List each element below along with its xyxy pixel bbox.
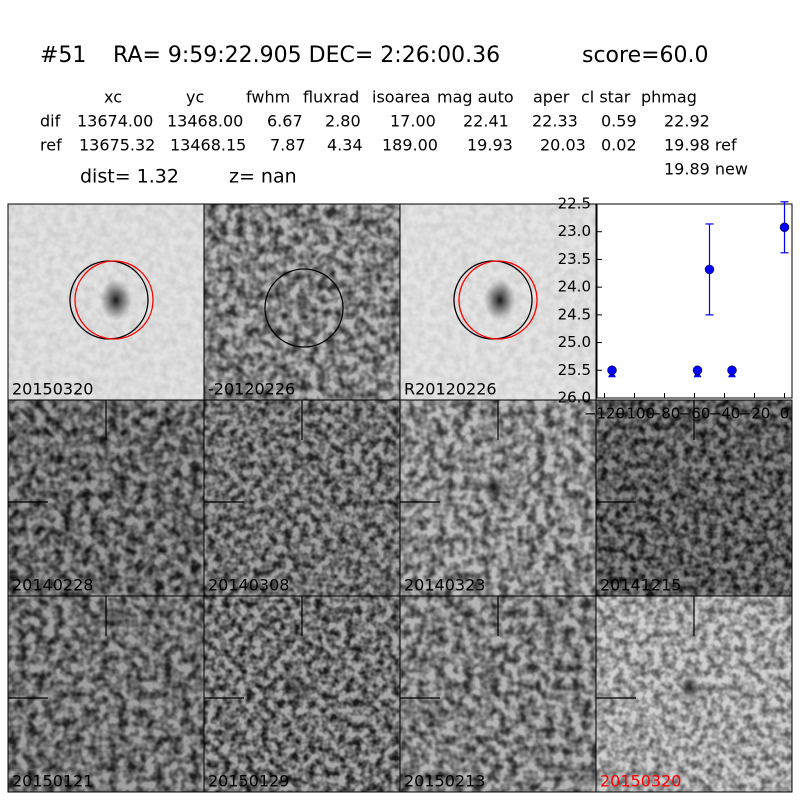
redshift: z= nan [229,166,297,188]
data-point [727,365,737,376]
x-tick-label: −120 [584,405,625,423]
column-header: phmag [641,88,697,107]
column-header: cl star [581,88,631,107]
y-tick-label: 24.5 [558,305,591,323]
column-header: fluxrad [303,88,359,107]
table-cell: 22.41 [463,112,509,131]
stamp: 20150320 [595,595,793,793]
stamp-label: 20150121 [12,772,93,791]
table-cell: 22.33 [532,112,578,131]
reference-circle [458,260,538,340]
source-blob [291,292,309,316]
stamp: 20150121 [7,595,205,793]
source-blob [679,673,701,703]
source-blob [482,663,502,689]
table-cell: 13675.32 [79,136,155,155]
stamp: 20150129 [203,595,401,793]
y-tick-label: 24.0 [558,278,591,296]
stamp: 20150320 [7,203,205,401]
x-tick-label: −80 [649,405,681,423]
table-cell: 22.92 [664,112,710,131]
data-point [692,365,703,376]
stamps: 20150320 -20120226 R20120226 20140228 201403… [7,203,793,793]
column-header: fwhm [246,88,290,107]
table-cell: ref [40,136,62,155]
stamp-label: 20150129 [208,772,289,791]
table-cell: 13674.00 [77,112,153,131]
table-cell: 0.02 [601,136,637,155]
stamp: 20140323 [399,399,597,597]
stamp: 20140308 [203,399,401,597]
table-cell: 0.59 [601,112,637,131]
source-blob [482,472,506,504]
column-header: yc [186,88,204,107]
data-point [779,222,790,233]
data-point [607,365,617,376]
score: score=60.0 [582,43,709,68]
y-tick-label: 22.5 [558,195,591,213]
stamp: 20140228 [7,399,205,597]
table-extra: 19.89 new [664,160,748,179]
stamp-label: 20140323 [404,576,485,595]
stamp-label: 20150320 [12,380,93,399]
plot-area [596,203,793,399]
table-cell: 13468.15 [170,136,246,155]
source-blob [100,279,132,321]
y-tick-label: 26.0 [558,389,591,407]
table-cell: 6.67 [267,112,303,131]
stamp-label: R20120226 [404,380,497,399]
table-cell: 19.98 ref [664,136,737,155]
table-cell: 20.03 [540,136,586,155]
column-header: isoarea [372,88,430,107]
stamp-label: -20120226 [208,380,295,399]
source-blob [282,669,310,707]
x-tick-label: −100 [614,405,655,423]
y-tick-label: 25.5 [558,361,591,379]
table-cell: 19.93 [467,136,513,155]
data-point [704,264,715,275]
stamp: 20141215 [595,399,793,597]
y-tick-label: 23.5 [558,250,591,268]
table-cell: 13468.00 [167,112,243,131]
column-header: aper [533,88,570,107]
stamp: R20120226 [399,203,597,401]
y-tick-label: 25.0 [558,333,591,351]
table-cell: 189.00 [382,136,438,155]
stamp: 20150213 [399,595,597,793]
stamp-label: 20141215 [600,576,681,595]
object-id: #51 [40,43,86,68]
column-header: xc [104,88,122,107]
aperture-circle [264,268,344,348]
distance: dist= 1.32 [80,166,179,188]
source-blob [484,279,516,321]
x-tick-label: 0 [780,405,790,423]
header: #51 RA= 9:59:22.905 DEC= 2:26:00.36 scor… [40,43,748,188]
light-curve: 22.5 23.0 23.5 24.0 24.5 25.0 25.5 26.0−120−100… [558,195,793,423]
coordinates: RA= 9:59:22.905 DEC= 2:26:00.36 [113,43,500,68]
x-tick-label: −60 [679,405,711,423]
stamp-label: 20150320 [600,772,681,791]
stamp-label: 20140228 [12,576,93,595]
x-tick-label: −40 [709,405,741,423]
table-cell: 4.34 [327,136,363,155]
column-header: mag auto [437,88,514,107]
stamp-label: 20150213 [404,772,485,791]
x-tick-label: −20 [739,405,771,423]
reference-circle [74,260,154,340]
stamp-label: 20140308 [208,576,289,595]
table-cell: 7.87 [270,136,306,155]
stamp: -20120226 [203,203,401,401]
table-cell: 2.80 [325,112,361,131]
stamp-frame [595,595,793,793]
table-cell: dif [40,112,61,131]
y-tick-label: 23.0 [558,222,591,240]
table-cell: 17.00 [390,112,436,131]
